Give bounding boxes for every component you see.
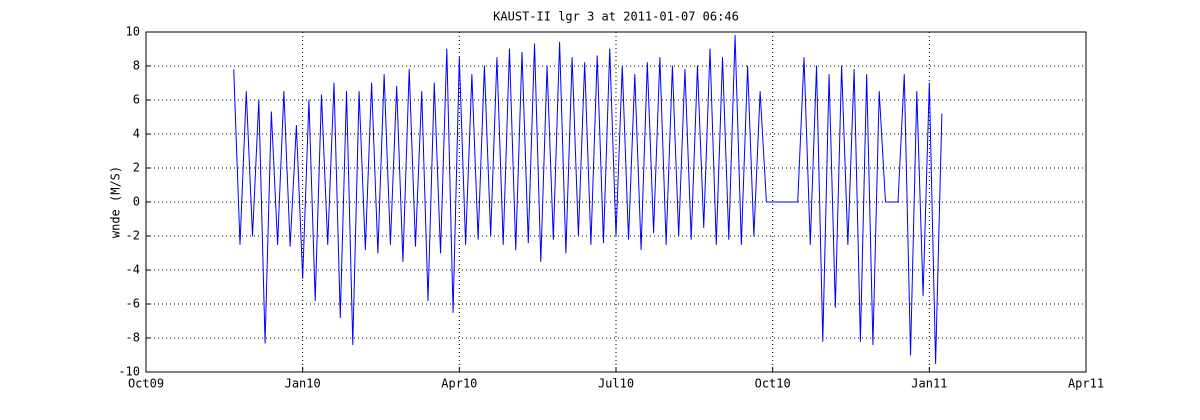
y-tick-label: 0 (133, 195, 140, 209)
y-tick-label: 4 (133, 127, 140, 141)
plot-frame (145, 31, 1087, 373)
y-axis-label: wnde (M/S) (109, 166, 123, 238)
x-tick-label: Oct09 (128, 377, 164, 391)
y-tick-label: 2 (133, 161, 140, 175)
y-tick-label: -2 (126, 229, 140, 243)
y-tick-label: -6 (126, 297, 140, 311)
x-tick-label: Jul10 (598, 377, 634, 391)
x-tick-label: Apr10 (441, 377, 477, 391)
chart-title: KAUST-II lgr 3 at 2011-01-07 06:46 (493, 10, 739, 24)
y-tick-label: 8 (133, 59, 140, 73)
data-line (233, 34, 943, 364)
x-tick-label: Oct10 (755, 377, 791, 391)
y-tick-label: 6 (133, 93, 140, 107)
x-tick-label: Jan11 (911, 377, 947, 391)
y-tick-label: -4 (126, 263, 140, 277)
y-tick-label: 10 (126, 25, 140, 39)
x-tick-label: Apr11 (1068, 377, 1104, 391)
x-tick-label: Jan10 (285, 377, 321, 391)
y-tick-label: -10 (118, 365, 140, 379)
y-tick-label: -8 (126, 331, 140, 345)
